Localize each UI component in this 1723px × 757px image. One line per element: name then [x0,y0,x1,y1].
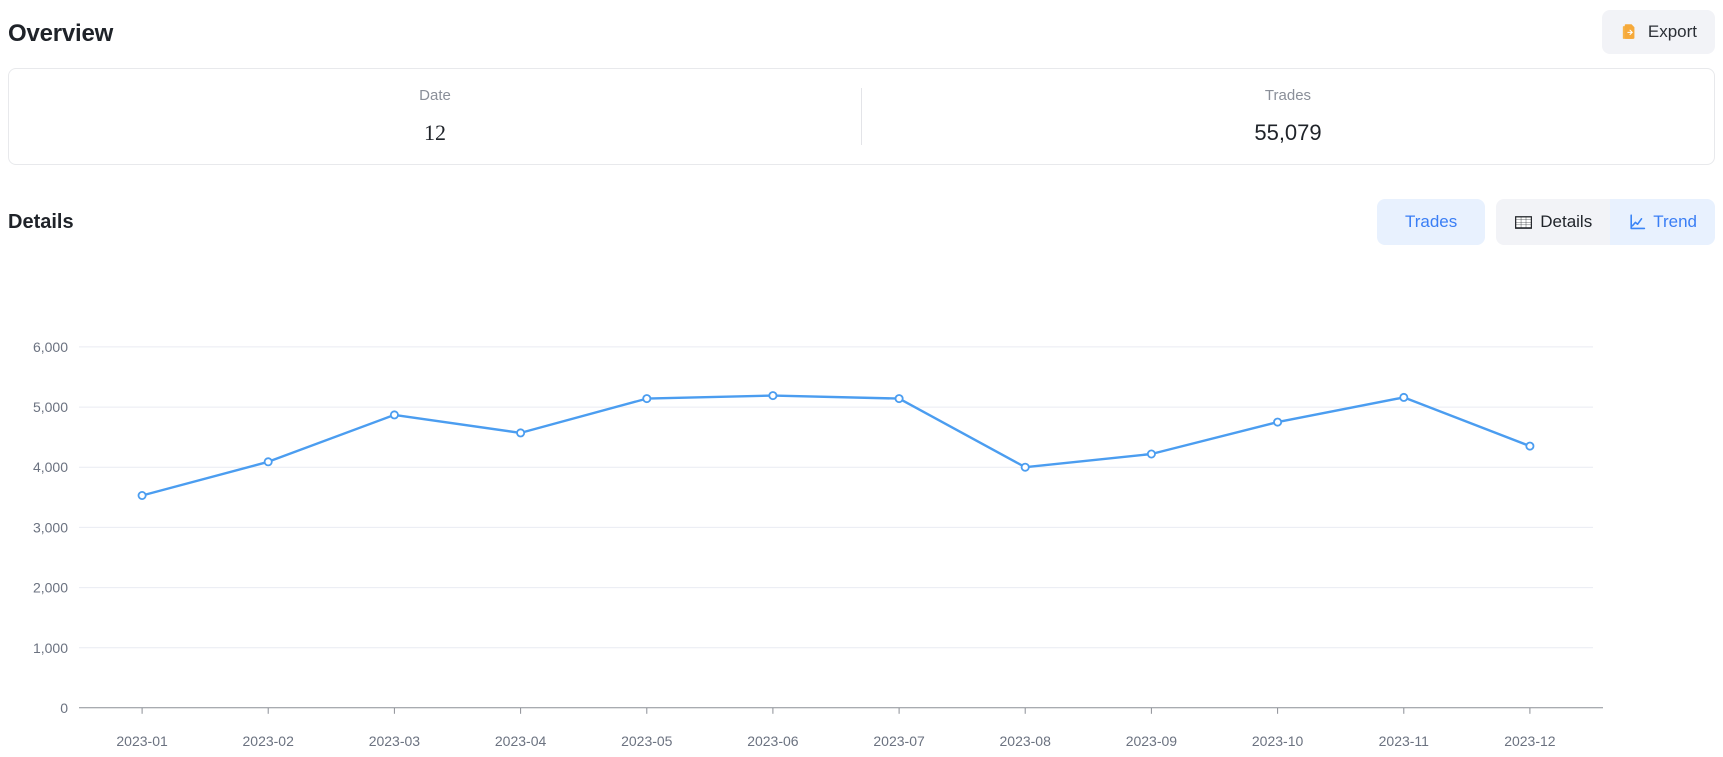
svg-text:2023-11: 2023-11 [1379,733,1430,749]
svg-text:2023-10: 2023-10 [1252,733,1304,749]
svg-text:2023-02: 2023-02 [243,733,295,749]
svg-text:2023-04: 2023-04 [495,733,547,749]
svg-text:0: 0 [60,700,68,716]
svg-text:2023-07: 2023-07 [873,733,925,749]
svg-text:2023-05: 2023-05 [621,733,673,749]
svg-text:3,000: 3,000 [33,519,68,535]
svg-text:2023-09: 2023-09 [1126,733,1178,749]
svg-text:5,000: 5,000 [33,399,68,415]
svg-text:2023-12: 2023-12 [1504,733,1556,749]
svg-text:2023-01: 2023-01 [116,733,168,749]
svg-text:2,000: 2,000 [33,580,68,596]
svg-text:4,000: 4,000 [33,459,68,475]
svg-text:2023-06: 2023-06 [747,733,799,749]
svg-text:2023-08: 2023-08 [1000,733,1052,749]
svg-text:6,000: 6,000 [33,339,68,355]
svg-text:1,000: 1,000 [33,640,68,656]
svg-text:2023-03: 2023-03 [369,733,421,749]
